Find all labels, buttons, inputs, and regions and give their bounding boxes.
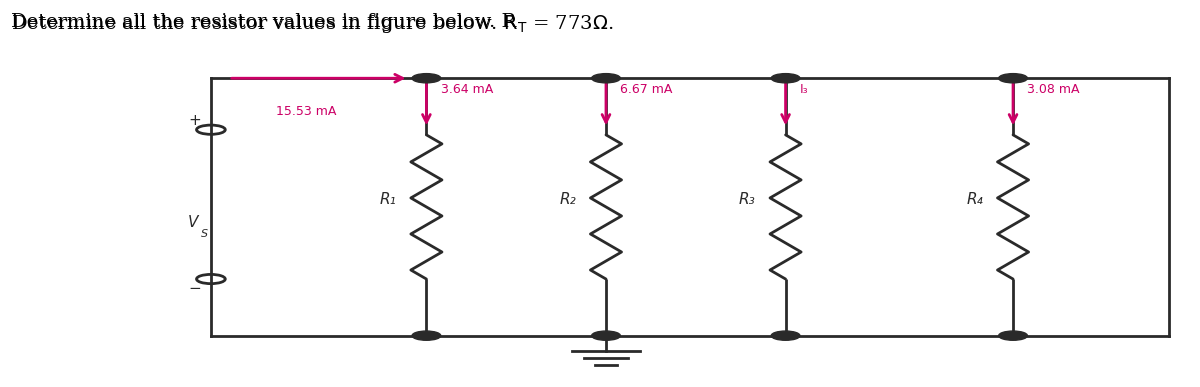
Text: R₄: R₄ — [966, 192, 983, 207]
Circle shape — [412, 74, 440, 83]
Text: Determine all the resistor values in figure below. $\mathrm{R_T}$ = 773$\Omega$.: Determine all the resistor values in fig… — [11, 13, 613, 35]
Circle shape — [592, 74, 620, 83]
Text: S: S — [202, 229, 209, 239]
Circle shape — [998, 331, 1027, 340]
Circle shape — [998, 74, 1027, 83]
Text: 15.53 mA: 15.53 mA — [276, 105, 337, 118]
Circle shape — [412, 331, 440, 340]
Text: 3.08 mA: 3.08 mA — [1027, 83, 1080, 96]
Text: R₃: R₃ — [739, 192, 756, 207]
Text: 6.67 mA: 6.67 mA — [620, 83, 673, 96]
Text: V: V — [187, 215, 198, 230]
Circle shape — [772, 331, 800, 340]
Text: +: + — [188, 113, 202, 128]
Text: Determine all the resistor values in figure below. R: Determine all the resistor values in fig… — [11, 13, 516, 31]
Text: I₃: I₃ — [800, 83, 809, 96]
Text: R₂: R₂ — [559, 192, 576, 207]
Text: −: − — [188, 281, 202, 296]
Text: 3.64 mA: 3.64 mA — [440, 83, 493, 96]
Text: R₁: R₁ — [379, 192, 396, 207]
Circle shape — [592, 331, 620, 340]
Circle shape — [772, 74, 800, 83]
